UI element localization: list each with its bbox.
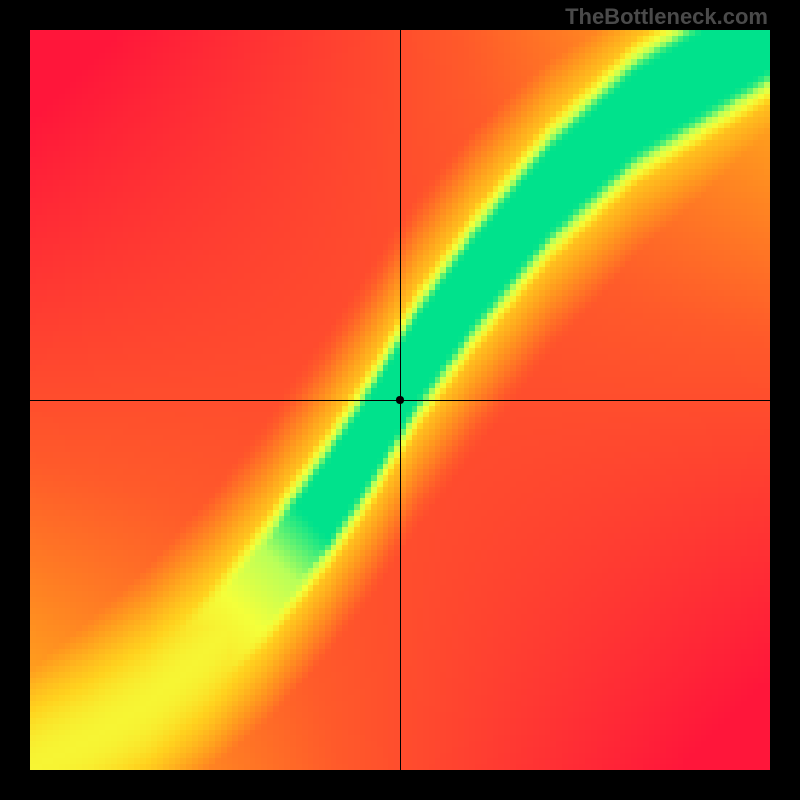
chart-root: TheBottleneck.com xyxy=(0,0,800,800)
heatmap-canvas xyxy=(0,0,800,800)
